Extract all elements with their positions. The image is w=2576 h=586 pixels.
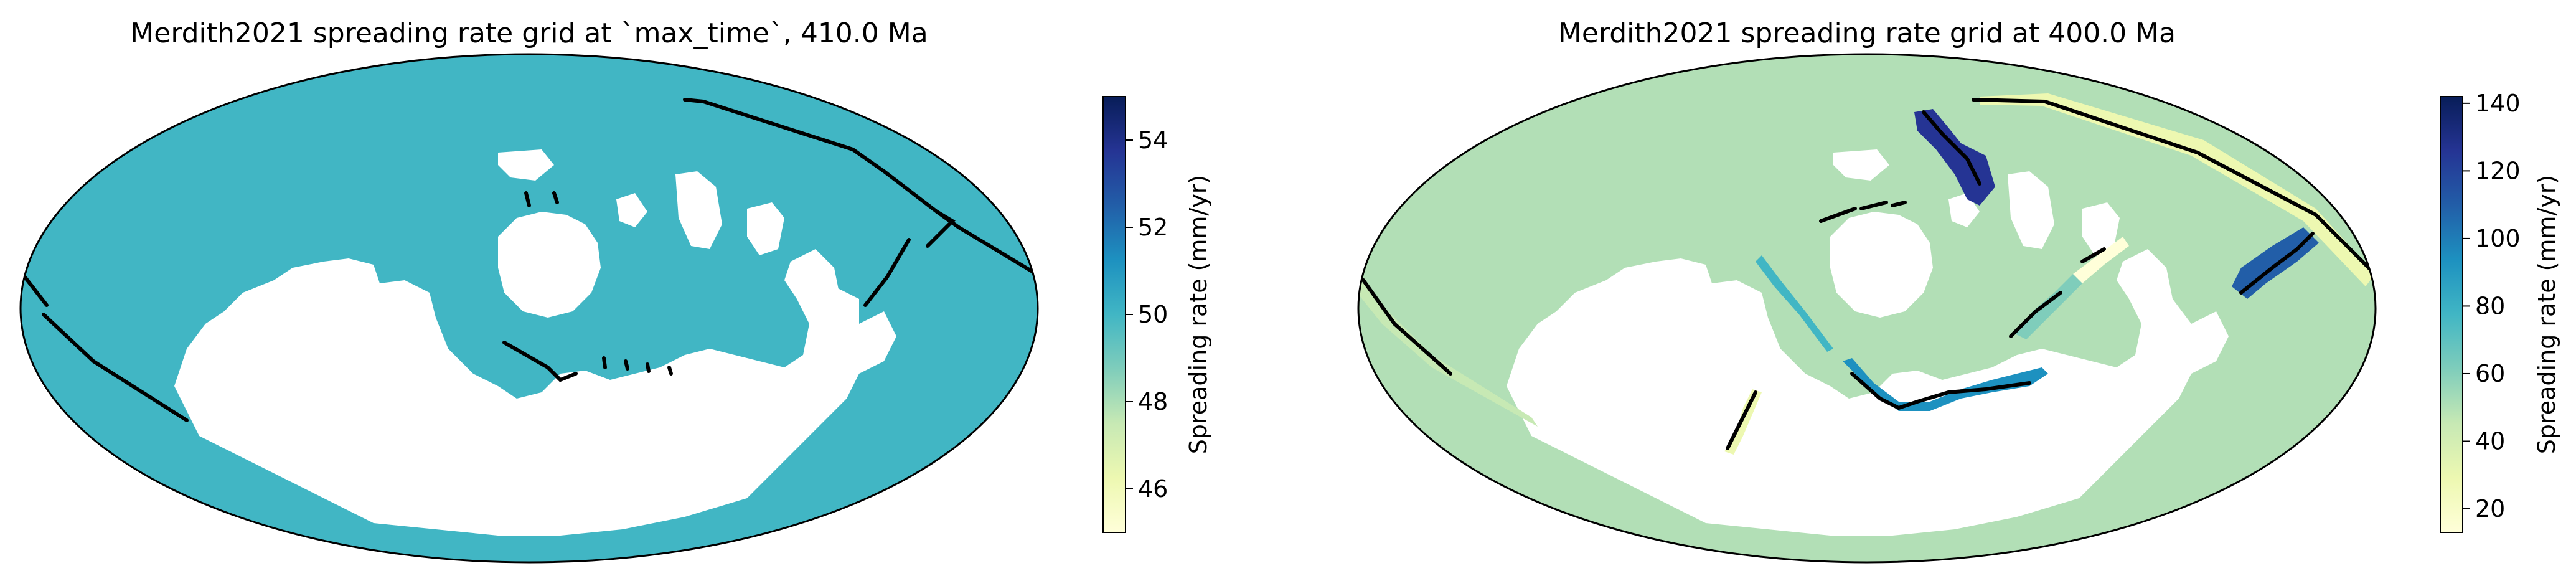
high-rate-zone-north — [1914, 109, 1995, 206]
landmass-gondwana — [1507, 249, 2229, 536]
western-teal-line — [1756, 255, 1833, 352]
panel-1-colorbar-fill — [1102, 96, 1126, 533]
colorbar-tick-label: 54 — [1138, 126, 1168, 154]
landmass-siberia — [616, 193, 647, 227]
landmass-north-1 — [498, 149, 554, 181]
panel-2-colorbar: 20 40 60 80 100 120 140 Spreading rate (mm/yr) — [2440, 90, 2560, 533]
panel-1-colorbar-ticks: 46 48 50 52 54 — [1126, 126, 1168, 503]
colorbar-tick-label: 46 — [1138, 475, 1168, 503]
panel-1-ridges — [23, 98, 1038, 422]
landmass-north-1 — [1833, 149, 1889, 181]
panel-2-colorbar-label: Spreading rate (mm/yr) — [2533, 175, 2560, 455]
landmass-north-2 — [747, 202, 784, 255]
colorbar-tick-label: 80 — [2475, 292, 2505, 319]
colorbar-tick-label: 60 — [2475, 360, 2505, 387]
panel-1-map-border — [19, 53, 1039, 564]
panel-2-ridges — [1361, 98, 2376, 450]
colorbar-tick-label: 50 — [1138, 301, 1168, 328]
landmass-gondwana — [174, 249, 896, 536]
colorbar-tick-label: 52 — [1138, 214, 1168, 241]
landmass-baltica — [675, 171, 722, 249]
panel-2-title: Merdith2021 spreading rate grid at 400.0… — [1558, 17, 2176, 49]
panel-2: Merdith2021 spreading rate grid at 400.0… — [1357, 17, 2560, 564]
panel-2-colorbar-fill — [2440, 96, 2463, 533]
colorbar-tick-label: 100 — [2475, 225, 2521, 252]
colorbar-tick-label: 40 — [2475, 427, 2505, 455]
landmass-laurentia — [1830, 212, 1933, 318]
panel-2-map-border — [1357, 53, 2377, 564]
panel-2-continents — [1507, 149, 2229, 536]
panel-2-map — [1358, 54, 2376, 562]
landmass-east — [809, 286, 859, 343]
colorbar-tick-label: 120 — [2475, 157, 2521, 184]
panel-1-continents — [174, 149, 896, 536]
landmass-baltica — [2008, 171, 2054, 249]
panel-1: Merdith2021 spreading rate grid at `max_… — [19, 17, 1212, 564]
west-band — [1358, 280, 1538, 427]
panel-2-colorbar-ticks: 20 40 60 80 100 120 140 — [2463, 90, 2521, 522]
landmass-laurentia — [498, 212, 601, 318]
colorbar-tick-label: 140 — [2475, 90, 2521, 117]
panel-1-colorbar-label: Spreading rate (mm/yr) — [1185, 175, 1212, 455]
colorbar-tick-label: 48 — [1138, 388, 1168, 415]
mid-zone-east — [2014, 274, 2085, 339]
landmass-north-2 — [2082, 202, 2120, 255]
low-rate-zone — [2073, 237, 2129, 283]
colorbar-tick-label: 20 — [2475, 495, 2505, 522]
panel-1-map — [21, 54, 1038, 562]
panel-1-colorbar: 46 48 50 52 54 Spreading rate (mm/yr) — [1102, 96, 1212, 533]
panel-1-title: Merdith2021 spreading rate grid at `max_… — [130, 17, 928, 49]
